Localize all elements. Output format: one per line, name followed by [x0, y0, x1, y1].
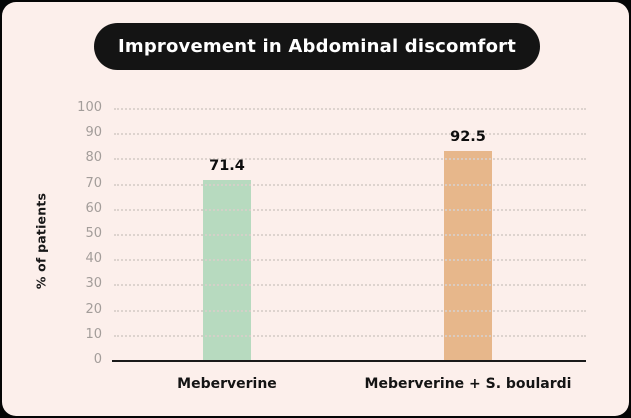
- gridline: [114, 183, 586, 186]
- gridline: [114, 234, 586, 236]
- y-axis-title: % of patients: [33, 192, 49, 290]
- gridline: [114, 259, 586, 262]
- gridline: [114, 208, 586, 211]
- bar-meberverine-s-boulardi: [444, 150, 492, 360]
- x-axis-category-label: Meberverine + S. boulardi: [364, 376, 572, 392]
- gridline: [114, 309, 586, 312]
- gridline: [114, 284, 586, 287]
- y-tick-label: 90: [85, 125, 102, 141]
- x-axis-line: [112, 360, 586, 362]
- y-tick-label: 40: [85, 251, 102, 267]
- y-tick-label: 60: [85, 200, 102, 216]
- y-tick-label: 30: [85, 276, 102, 292]
- y-tick-label: 20: [85, 301, 102, 317]
- chart-title-pill: Improvement in Abdominal discomfort: [94, 23, 540, 70]
- y-tick-label: 80: [85, 150, 102, 166]
- plot-area: 71.4 92.5: [114, 108, 586, 362]
- y-tick-label: 100: [77, 100, 102, 115]
- chart-title: Improvement in Abdominal discomfort: [117, 36, 517, 57]
- gridline: [114, 133, 586, 136]
- y-tick-label: 50: [85, 226, 102, 241]
- gridline: [114, 158, 586, 161]
- bar-value-label: 71.4: [209, 158, 245, 175]
- bar-meberverine: [203, 180, 251, 360]
- gridline: [114, 108, 586, 110]
- bar-value-label: 92.5: [450, 128, 486, 145]
- x-axis-category-label: Meberverine: [177, 376, 277, 392]
- gridline: [114, 334, 586, 337]
- y-tick-label: 70: [85, 175, 102, 191]
- y-tick-label: 10: [85, 326, 102, 342]
- y-tick-label: 0: [93, 352, 102, 367]
